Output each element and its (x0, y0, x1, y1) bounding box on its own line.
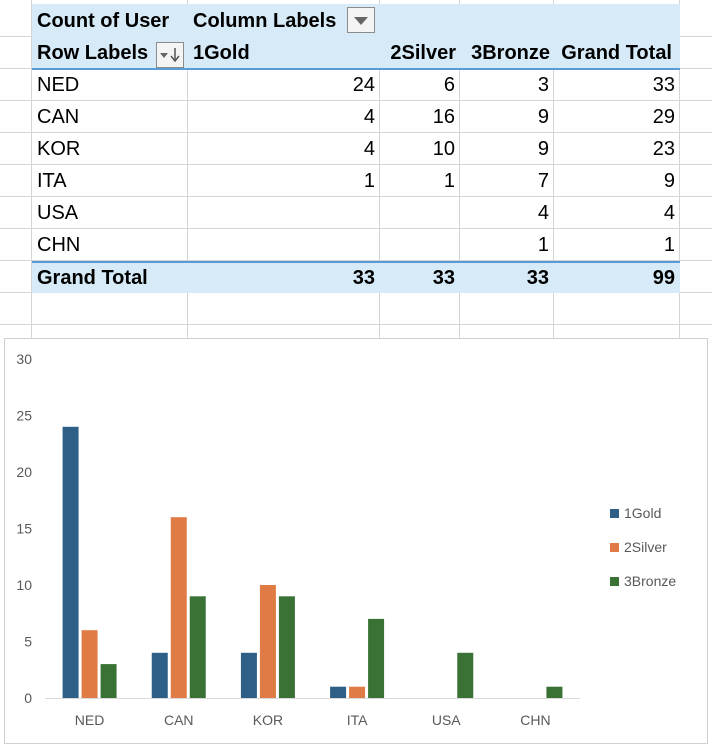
gold-count[interactable]: 4 (363, 106, 375, 128)
row-total[interactable]: 4 (663, 202, 675, 224)
row-labels-filter-button[interactable] (156, 42, 184, 68)
filter-sort-descending-icon (160, 48, 180, 63)
silver-count[interactable] (380, 197, 455, 229)
pivot-row-labels[interactable]: Row Labels (37, 42, 149, 64)
pivot-column-labels[interactable]: Column Labels (193, 10, 337, 32)
legend-swatch-silver (610, 542, 619, 552)
bronze-count[interactable]: 7 (537, 170, 549, 192)
column-header-bronze[interactable]: 3Bronze (471, 42, 550, 64)
gold-count[interactable] (188, 229, 375, 261)
row-total[interactable]: 23 (652, 138, 675, 160)
row-total[interactable]: 33 (652, 74, 675, 96)
legend-swatch-gold (610, 508, 619, 518)
silver-count[interactable]: 16 (432, 106, 455, 128)
legend-item-bronze[interactable]: 3Bronze (610, 564, 676, 598)
row-label[interactable]: CHN (37, 234, 81, 256)
legend-swatch-bronze (610, 576, 619, 586)
row-label[interactable]: KOR (37, 138, 81, 160)
legend-item-silver[interactable]: 2Silver (610, 530, 676, 564)
bronze-count[interactable]: 9 (537, 138, 549, 160)
legend-item-gold[interactable]: 1Gold (610, 496, 676, 530)
grand-total-gold[interactable]: 33 (352, 267, 375, 289)
gold-count[interactable]: 4 (363, 138, 375, 160)
legend-label-bronze: 3Bronze (624, 573, 677, 589)
pivot-header-divider (32, 68, 680, 70)
row-total[interactable]: 29 (652, 106, 675, 128)
column-header-gold[interactable]: 1Gold (193, 42, 250, 64)
pivot-value-field[interactable]: Count of User (37, 10, 170, 32)
gold-count[interactable] (188, 197, 375, 229)
grand-total-overall[interactable]: 99 (652, 267, 675, 289)
row-label[interactable]: ITA (37, 170, 67, 192)
column-labels-filter-button[interactable] (347, 7, 375, 33)
row-label[interactable]: CAN (37, 106, 80, 128)
silver-count[interactable] (380, 229, 455, 261)
pivot-chart[interactable] (4, 338, 708, 744)
dropdown-arrow-icon (354, 17, 368, 25)
row-label[interactable]: USA (37, 202, 79, 224)
column-header-grand-total[interactable]: Grand Total (561, 42, 672, 64)
row-label[interactable]: NED (37, 74, 80, 96)
grand-total-label[interactable]: Grand Total (37, 267, 148, 289)
row-total[interactable]: 9 (663, 170, 675, 192)
silver-count[interactable]: 1 (443, 170, 455, 192)
silver-count[interactable]: 6 (443, 74, 455, 96)
bronze-count[interactable]: 1 (537, 234, 549, 256)
grand-total-band (32, 261, 680, 293)
grand-total-silver[interactable]: 33 (432, 267, 455, 289)
silver-count[interactable]: 10 (432, 138, 455, 160)
chart-legend[interactable]: 1Gold 2Silver 3Bronze (610, 496, 676, 598)
row-total[interactable]: 1 (663, 234, 675, 256)
legend-label-gold: 1Gold (624, 505, 662, 521)
gold-count[interactable]: 1 (363, 170, 375, 192)
gold-count[interactable]: 24 (352, 74, 375, 96)
bronze-count[interactable]: 3 (537, 74, 549, 96)
column-header-silver[interactable]: 2Silver (390, 42, 456, 64)
legend-label-silver: 2Silver (624, 539, 667, 555)
bronze-count[interactable]: 9 (537, 106, 549, 128)
bronze-count[interactable]: 4 (537, 202, 549, 224)
grand-total-bronze[interactable]: 33 (526, 267, 549, 289)
